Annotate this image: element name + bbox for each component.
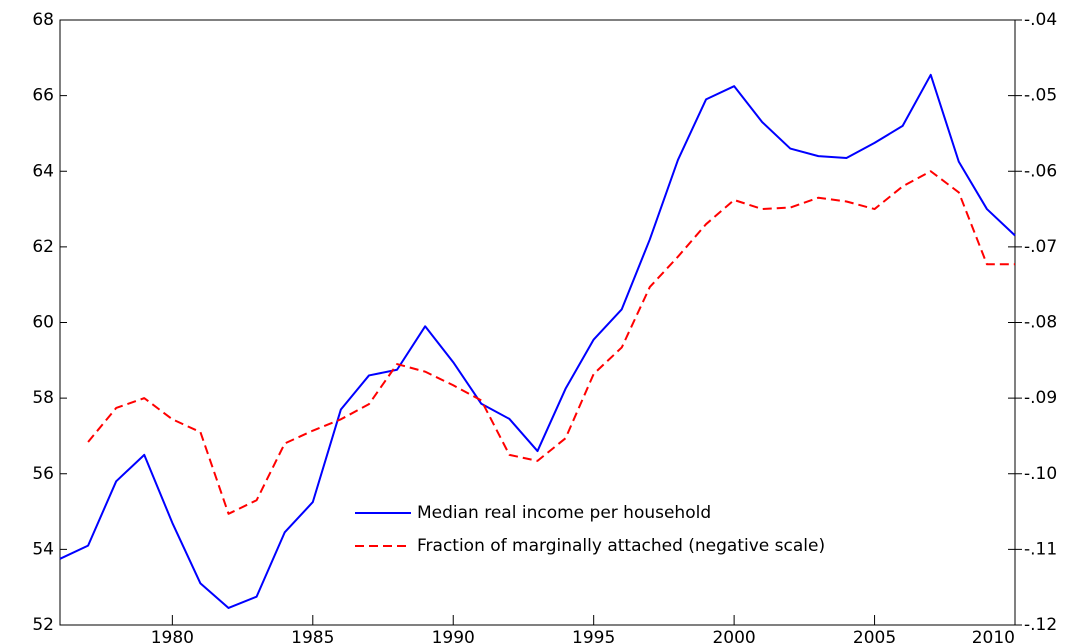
y2-tick-label: -.06 <box>1024 161 1057 181</box>
y2-tick-label: -.12 <box>1024 615 1057 635</box>
x-tick-label: 1995 <box>572 628 615 644</box>
y-tick-label: 54 <box>32 539 54 559</box>
x-tick-label: 1985 <box>291 628 334 644</box>
x-tick-label: 2005 <box>853 628 896 644</box>
y2-tick-label: -.05 <box>1024 86 1057 106</box>
y2-tick-label: -.04 <box>1024 10 1057 30</box>
y-tick-label: 60 <box>32 313 54 333</box>
y-tick-label: 64 <box>32 161 54 181</box>
x-tick-label: 1980 <box>151 628 194 644</box>
plot-frame <box>59 19 1016 626</box>
y-tick-label: 52 <box>32 615 54 635</box>
y2-tick-label: -.11 <box>1024 539 1057 559</box>
x-tick-label: 2000 <box>712 628 755 644</box>
y2-tick-label: -.10 <box>1024 464 1057 484</box>
x-tick-label: 2010 <box>972 628 1015 644</box>
legend-label: Median real income per household <box>417 503 711 523</box>
y2-tick-label: -.09 <box>1024 388 1057 408</box>
y2-tick-label: -.08 <box>1024 313 1057 333</box>
y-tick-label: 58 <box>32 388 54 408</box>
series-line <box>87 170 1015 515</box>
y-tick-label: 62 <box>32 237 54 257</box>
legend-label: Fraction of marginally attached (negativ… <box>417 536 825 556</box>
y2-tick-label: -.07 <box>1024 237 1057 257</box>
y-tick-label: 66 <box>32 86 54 106</box>
x-tick-label: 1990 <box>432 628 475 644</box>
y-tick-label: 56 <box>32 464 54 484</box>
series-line <box>59 73 1016 609</box>
y-tick-label: 68 <box>32 10 54 30</box>
